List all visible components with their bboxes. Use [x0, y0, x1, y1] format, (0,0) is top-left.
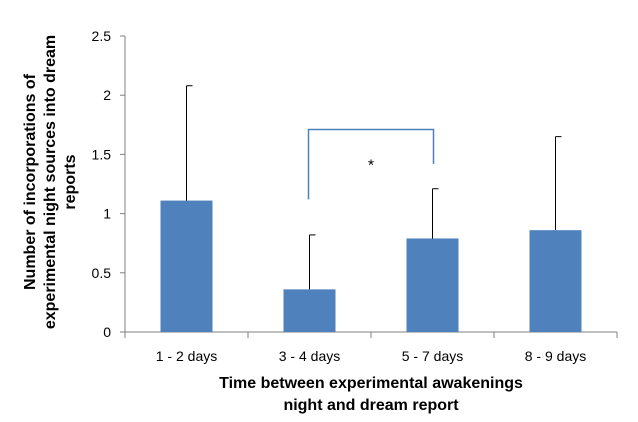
significance-annotation: *: [307, 128, 435, 200]
x-axis-title: Time between experimental awakenings nigh…: [219, 375, 523, 414]
y-tick-label: 1: [103, 206, 111, 222]
x-tick-label: 3 - 4 days: [279, 348, 340, 364]
significance-bracket: [307, 128, 435, 200]
y-tick-label: 0: [103, 324, 111, 340]
y-tick-label: 2.5: [92, 28, 112, 44]
y-axis-title-line: Number of incorporations of: [22, 73, 39, 290]
x-axis: [124, 331, 618, 338]
bar: [160, 200, 213, 332]
y-tick-label: 1.5: [92, 146, 112, 162]
bar: [283, 289, 336, 332]
error-bars: [186, 85, 562, 290]
y-tick-label: 0.5: [92, 265, 112, 281]
x-tick-label: 1 - 2 days: [156, 348, 217, 364]
bar: [406, 238, 459, 332]
x-tick-label: 5 - 7 days: [402, 348, 463, 364]
x-axis-title-line: night and dream report: [283, 397, 459, 414]
x-axis-title-line: Time between experimental awakenings: [219, 375, 523, 392]
y-axis-title-line: experimental night sources into dream: [42, 35, 59, 329]
y-axis-title-line: reports: [62, 154, 79, 209]
x-tick-labels: 1 - 2 days 3 - 4 days 5 - 7 days 8 - 9 days: [156, 348, 586, 364]
y-tick-label: 2: [103, 87, 111, 103]
y-axis-title: Number of incorporations of experimental …: [22, 35, 79, 329]
bar: [529, 230, 582, 332]
y-tick-labels: 0 0.5 1 1.5 2 2.5: [92, 28, 112, 340]
bars: [160, 200, 582, 332]
y-axis: [120, 35, 126, 333]
x-tick-label: 8 - 9 days: [525, 348, 586, 364]
significance-star: *: [368, 158, 374, 175]
